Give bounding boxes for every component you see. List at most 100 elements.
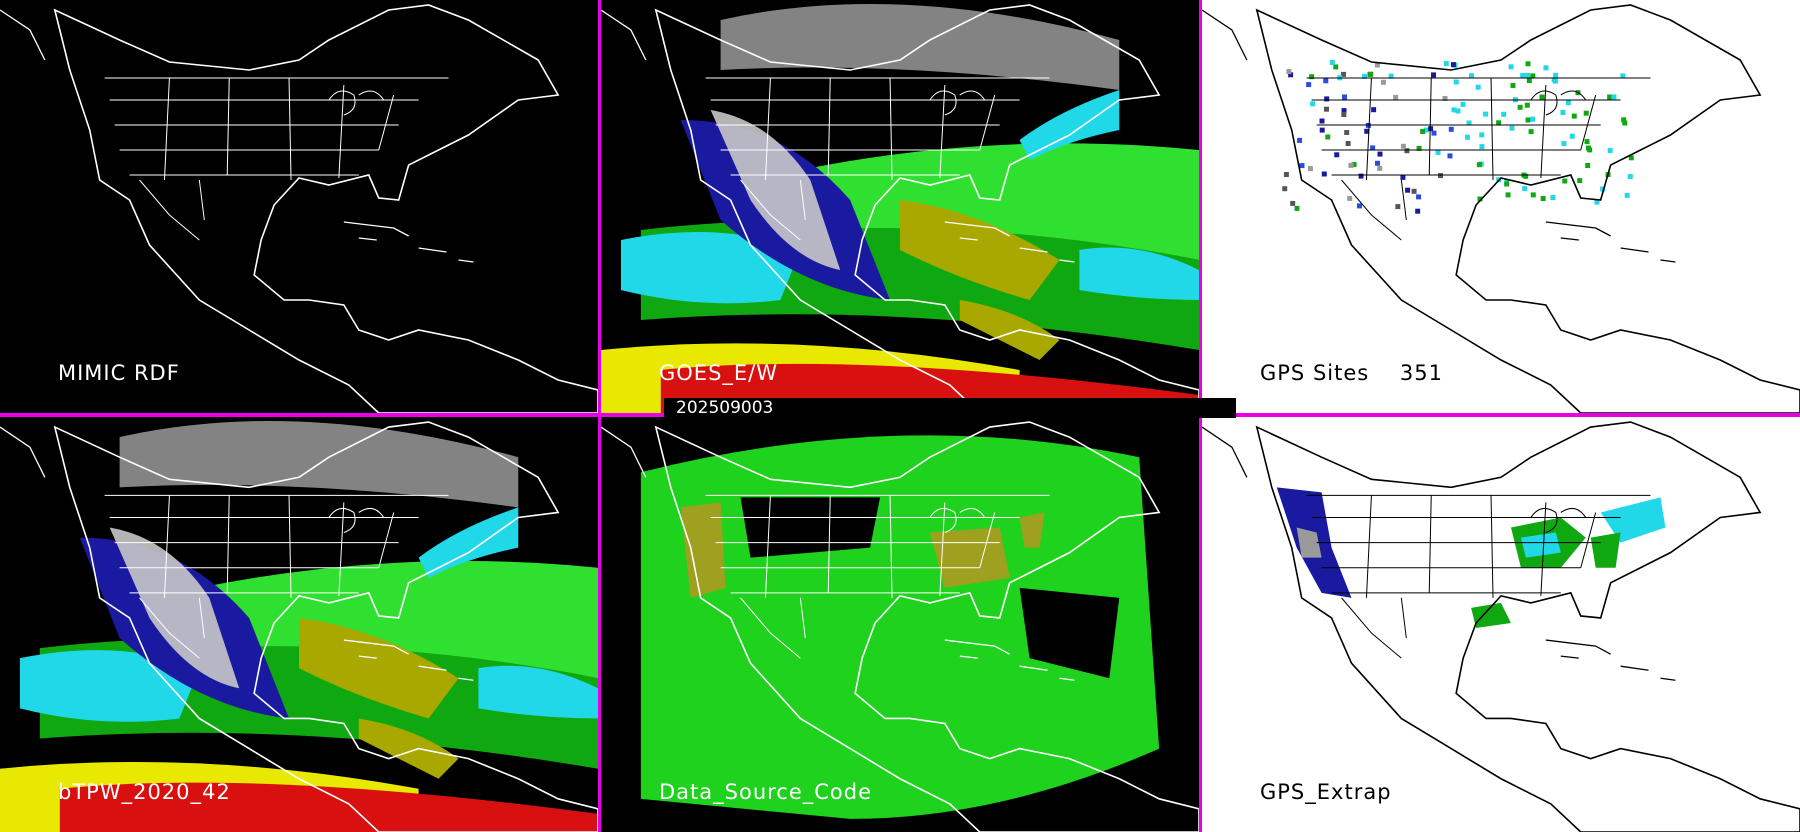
gps-site-marker xyxy=(1438,173,1443,179)
extrap-region xyxy=(1520,532,1561,558)
map-data-source xyxy=(601,417,1199,832)
gps-site-marker xyxy=(1341,112,1347,117)
extrap-region xyxy=(1296,527,1322,558)
coastline-outline xyxy=(0,9,46,61)
great-lakes-outline xyxy=(1530,90,1587,116)
gps-site-marker xyxy=(1483,111,1489,117)
gps-site-marker xyxy=(1348,162,1354,168)
gps-site-marker xyxy=(1431,130,1437,136)
gps-site-marker xyxy=(1585,163,1591,168)
panel-gps-extrap: GPS_Extrap xyxy=(1202,417,1800,832)
coastline-outline xyxy=(601,426,647,478)
gps-site-marker xyxy=(1345,141,1351,146)
map-gps-sites xyxy=(1202,0,1800,413)
island-outline xyxy=(1059,259,1075,263)
map-gps-extrap xyxy=(1202,417,1800,832)
gps-site-marker xyxy=(1525,61,1531,67)
island-outline xyxy=(458,259,474,263)
tpw-field-region xyxy=(1019,90,1120,160)
gps-site-marker xyxy=(1455,108,1461,114)
tpw-field-region xyxy=(59,782,598,832)
map-goes-ew xyxy=(601,0,1199,413)
extrap-region xyxy=(1600,497,1666,543)
gps-site-marker xyxy=(1288,72,1294,78)
gps-site-marker xyxy=(1321,171,1327,177)
gps-site-marker xyxy=(1540,196,1546,201)
gps-site-marker xyxy=(1310,101,1316,107)
gps-site-marker xyxy=(1347,195,1353,201)
great-lakes-outline xyxy=(929,507,986,534)
gps-sites-count: 351 xyxy=(1399,361,1443,385)
island-outline xyxy=(358,655,377,659)
gps-site-marker xyxy=(1479,144,1485,150)
island-outline xyxy=(1545,221,1611,237)
gps-site-marker xyxy=(1415,208,1421,214)
island-outline xyxy=(1660,259,1676,263)
gps-site-marker xyxy=(1510,83,1516,88)
gps-site-marker xyxy=(1552,78,1558,84)
panel-label-data-source: Data_Source_Code xyxy=(659,780,873,804)
gps-site-marker xyxy=(1282,186,1288,192)
island-outline xyxy=(959,655,978,659)
coastline-outline xyxy=(0,426,46,478)
tpw-field-region xyxy=(299,617,459,719)
extrap-region xyxy=(1471,602,1511,629)
island-outline xyxy=(418,665,447,671)
gps-site-marker xyxy=(1442,96,1448,101)
gps-site-marker xyxy=(1341,108,1347,114)
gps-site-marker xyxy=(1501,111,1507,117)
gps-site-marker xyxy=(1400,143,1406,149)
island-outline xyxy=(1019,247,1048,253)
gps-site-marker xyxy=(1297,137,1303,143)
gps-site-marker xyxy=(1431,72,1437,78)
gps-site-marker xyxy=(1526,78,1532,83)
gps-site-marker xyxy=(1622,120,1628,126)
tpw-field-region xyxy=(800,143,1199,260)
gps-site-marker xyxy=(1520,73,1526,79)
tpw-field-region xyxy=(358,718,459,779)
coastline-outline xyxy=(53,4,598,413)
gps-site-marker xyxy=(1283,172,1289,177)
gps-site-marker xyxy=(1594,199,1600,205)
gps-site-marker xyxy=(1377,151,1383,157)
source-code-region xyxy=(1019,587,1120,679)
gps-site-marker xyxy=(1469,73,1474,79)
gps-site-marker xyxy=(1358,173,1364,179)
gps-site-marker xyxy=(1374,62,1380,68)
gps-site-marker xyxy=(1504,181,1510,187)
island-outline xyxy=(418,247,447,253)
map-background xyxy=(0,0,598,413)
gps-site-marker xyxy=(1334,152,1340,158)
gps-sites-title: GPS Sites xyxy=(1260,361,1370,385)
gps-site-marker xyxy=(1571,113,1577,119)
island-outline xyxy=(1560,237,1579,241)
island-outline xyxy=(1620,665,1649,671)
gps-site-marker xyxy=(1479,132,1485,138)
gps-site-marker xyxy=(1565,100,1571,106)
panel-gps-sites: GPS Sites 351 xyxy=(1202,0,1800,413)
gps-site-marker xyxy=(1416,194,1422,200)
gps-site-marker xyxy=(1530,73,1536,79)
panel-btpw: bTPW_2020_42 xyxy=(0,417,598,832)
state-boundaries xyxy=(705,494,1050,659)
gps-site-marker xyxy=(1443,61,1449,67)
gps-site-marker xyxy=(1450,62,1456,68)
gps-site-marker xyxy=(1395,204,1401,210)
gps-site-marker xyxy=(1362,73,1368,79)
gps-site-marker xyxy=(1583,110,1589,116)
gps-site-marker xyxy=(1466,120,1472,126)
gps-site-marker xyxy=(1377,165,1383,171)
gps-site-marker xyxy=(1400,174,1406,180)
gps-site-marker xyxy=(1393,94,1399,100)
island-outline xyxy=(959,237,978,241)
panel-goes-ew: GOES_E/W xyxy=(601,0,1199,413)
state-boundaries xyxy=(1306,494,1651,659)
gps-site-marker xyxy=(1388,73,1394,79)
tpw-field-region xyxy=(478,665,598,719)
gps-site-marker xyxy=(1530,116,1536,122)
great-lakes-outline xyxy=(1530,507,1587,534)
gps-site-marker xyxy=(1460,101,1466,107)
gps-site-marker xyxy=(1319,118,1325,124)
gps-site-marker xyxy=(1524,102,1530,108)
island-outline xyxy=(1545,639,1611,655)
